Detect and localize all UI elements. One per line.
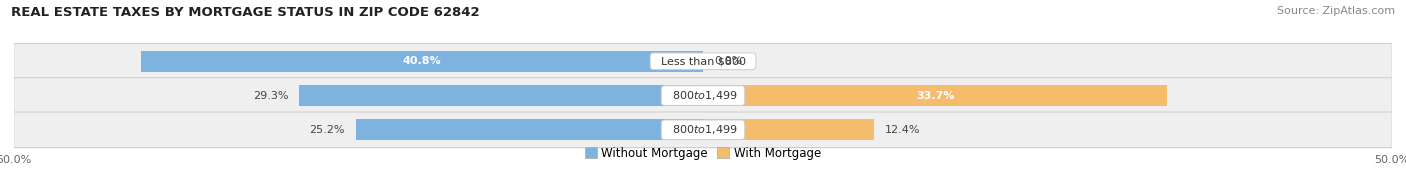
FancyBboxPatch shape <box>14 78 1392 113</box>
Text: 25.2%: 25.2% <box>309 125 344 135</box>
Text: 12.4%: 12.4% <box>884 125 921 135</box>
Text: 33.7%: 33.7% <box>915 90 955 101</box>
Text: 40.8%: 40.8% <box>402 56 441 66</box>
Text: Less than $800: Less than $800 <box>654 56 752 66</box>
Bar <box>703 119 875 140</box>
Text: $800 to $1,499: $800 to $1,499 <box>665 89 741 102</box>
Bar <box>356 119 703 140</box>
Bar <box>141 51 703 72</box>
Text: Source: ZipAtlas.com: Source: ZipAtlas.com <box>1277 6 1395 16</box>
Text: REAL ESTATE TAXES BY MORTGAGE STATUS IN ZIP CODE 62842: REAL ESTATE TAXES BY MORTGAGE STATUS IN … <box>11 6 479 19</box>
Bar <box>299 85 703 106</box>
FancyBboxPatch shape <box>14 112 1392 148</box>
FancyBboxPatch shape <box>14 43 1392 79</box>
Text: $800 to $1,499: $800 to $1,499 <box>665 123 741 136</box>
Legend: Without Mortgage, With Mortgage: Without Mortgage, With Mortgage <box>585 147 821 160</box>
Text: 0.0%: 0.0% <box>714 56 742 66</box>
Bar <box>703 85 1167 106</box>
Text: 29.3%: 29.3% <box>253 90 288 101</box>
